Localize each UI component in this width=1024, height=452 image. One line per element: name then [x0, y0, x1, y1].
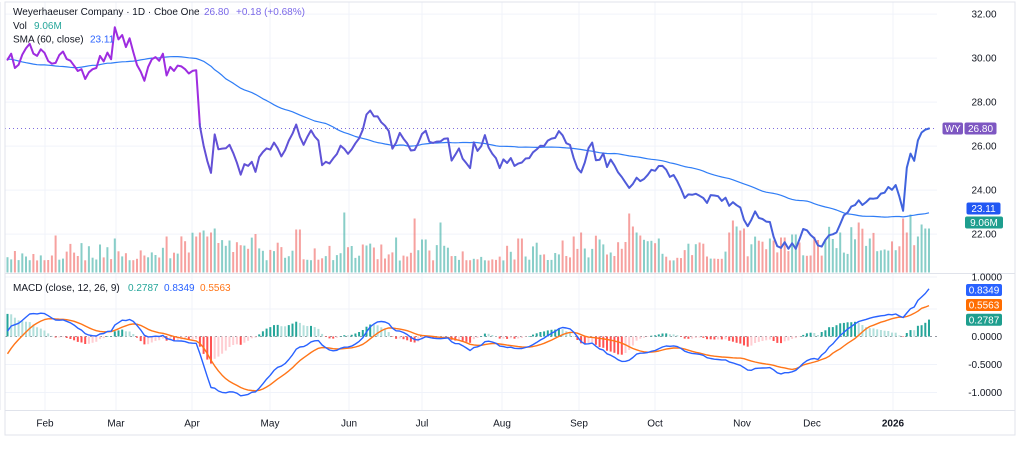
svg-text:Feb: Feb [36, 419, 54, 430]
svg-text:0.0000: 0.0000 [972, 332, 1003, 343]
svg-text:WY: WY [945, 124, 961, 135]
svg-text:Mar: Mar [107, 419, 125, 430]
svg-text:Jun: Jun [341, 419, 357, 430]
svg-text:Dec: Dec [803, 419, 821, 430]
svg-text:30.00: 30.00 [972, 54, 997, 65]
svg-text:Sep: Sep [570, 419, 588, 430]
svg-text:32.00: 32.00 [972, 10, 997, 21]
svg-text:2026: 2026 [882, 419, 905, 430]
svg-text:0.8349: 0.8349 [969, 286, 1000, 297]
svg-text:28.00: 28.00 [972, 98, 997, 109]
svg-text:23.11: 23.11 [971, 204, 996, 215]
svg-text:Jul: Jul [416, 419, 429, 430]
svg-text:22.00: 22.00 [972, 230, 997, 241]
svg-text:Nov: Nov [733, 419, 751, 430]
svg-text:Apr: Apr [184, 419, 200, 430]
svg-text:SMA (60, close)23.11: SMA (60, close) 23.11 [13, 35, 115, 46]
svg-text:26.80: 26.80 [968, 124, 993, 135]
svg-text:Weyerhaeuser Company · 1D · Cb: Weyerhaeuser Company · 1D · Cboe One 26.8… [13, 7, 305, 18]
svg-text:May: May [261, 419, 280, 430]
svg-text:0.2787: 0.2787 [969, 315, 1000, 326]
svg-text:Oct: Oct [647, 419, 663, 430]
svg-text:26.00: 26.00 [972, 142, 997, 153]
svg-text:0.5563: 0.5563 [969, 301, 1000, 312]
svg-text:9.06M: 9.06M [970, 218, 998, 229]
svg-text:-0.5000: -0.5000 [968, 360, 1002, 371]
svg-text:-1.0000: -1.0000 [968, 388, 1002, 399]
svg-text:1.0000: 1.0000 [972, 273, 1003, 284]
svg-text:Aug: Aug [493, 419, 511, 430]
svg-text:24.00: 24.00 [972, 186, 997, 197]
